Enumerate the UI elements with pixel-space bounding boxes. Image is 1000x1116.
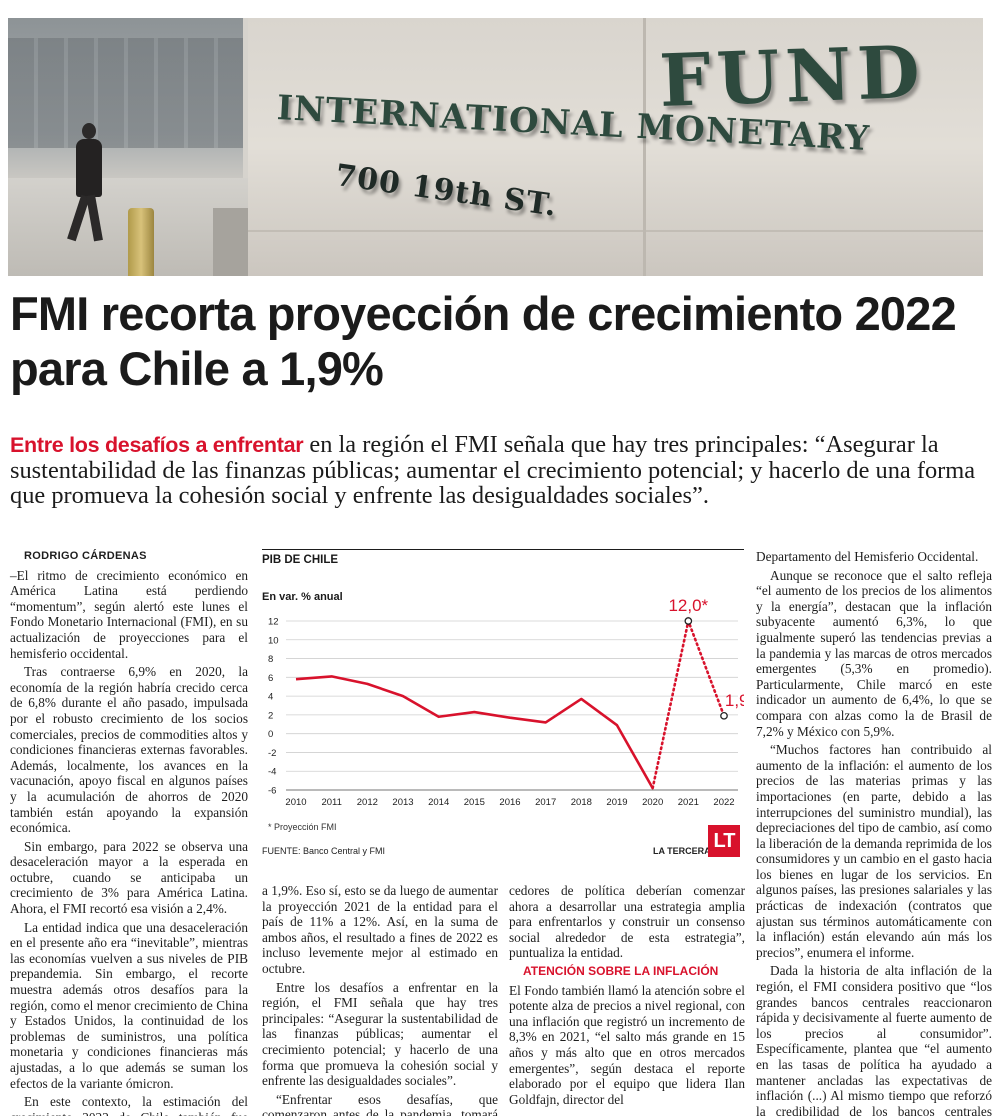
article-column-4: Departamento del Hemisferio Occidental. … <box>756 549 992 1116</box>
chart-source: FUENTE: Banco Central y FMI <box>262 846 386 856</box>
chart-ytick-label: -2 <box>268 748 276 759</box>
chart-plot: -6 -4 -2 0 2 4 6 8 10 12 2010 2011 2012 2013 2014 2015 2… <box>268 596 744 808</box>
chart-data-label: 1,9* <box>725 691 744 710</box>
chart-brand: LA TERCERA <box>653 846 711 856</box>
chart-ytick-label: 2 <box>268 710 273 721</box>
lede-text: en la región el FMI señala que hay tres … <box>10 431 976 509</box>
header-photo: INTERNATIONAL MONETARY FUND 700 19th ST. <box>8 18 983 276</box>
chart-data-point <box>684 617 693 625</box>
chart-series-line <box>295 675 654 789</box>
article-column-3: cedores de política deberían comenzar ah… <box>509 883 745 1110</box>
chart-xtick-label: 2015 <box>464 797 485 808</box>
chart-xtick-label: 2019 <box>606 797 627 808</box>
paragraph: Departamento del Hemisferio Occidental. <box>756 549 979 564</box>
paragraph-text: Dada la historia de alta inflación de la… <box>756 963 992 1116</box>
chart-note: * Proyección FMI <box>268 822 337 832</box>
photo-building-windows <box>8 38 243 148</box>
chart-ytick-label: 8 <box>268 654 273 665</box>
paragraph: “Enfrentar esos desafías, que comenzaron… <box>262 1091 498 1116</box>
chart-title: PIB DE CHILE <box>262 554 339 566</box>
la-tercera-logo: LT <box>708 825 740 857</box>
chart-xtick-label: 2010 <box>285 797 306 808</box>
article-column-2: a 1,9%. Eso sí, esto se da luego de aume… <box>262 883 498 1116</box>
chart-ytick-label: 6 <box>268 673 273 684</box>
photo-sign-line2: FUND <box>658 28 927 123</box>
paragraph: “Muchos factores han contribuido al aume… <box>756 742 992 960</box>
lede-highlight: Entre los desafíos a enfrentar <box>10 433 304 457</box>
chart-xtick-label: 2014 <box>428 797 449 808</box>
paragraph: El Fondo también llamó la atención sobre… <box>509 982 745 1107</box>
chart-xtick-label: 2012 <box>357 797 378 808</box>
chart-data-label: 12,0* <box>668 596 708 615</box>
chart-xtick-label: 2011 <box>321 797 341 808</box>
paragraph: Tras contraerse 6,9% en 2020, la economí… <box>10 664 248 836</box>
paragraph: En este contexto, la estimación del crec… <box>10 1094 248 1116</box>
photo-bollard <box>128 208 154 276</box>
photo-imf-wall <box>248 18 983 276</box>
chart-ytick-label: -6 <box>268 786 276 797</box>
photo-stone-block <box>213 208 253 276</box>
chart-projection-line <box>651 616 726 790</box>
paragraph: Aunque se reconoce que el salto refleja … <box>756 567 992 739</box>
chart-xtick-label: 2017 <box>535 797 556 808</box>
byline: RODRIGO CÁRDENAS <box>24 550 147 562</box>
chart-ytick-label: 12 <box>268 617 279 628</box>
paragraph: a 1,9%. Eso sí, esto se da luego de aume… <box>262 883 498 976</box>
chart-ytick-label: 4 <box>268 692 273 703</box>
paragraph: La entidad indica que una desaceleración… <box>10 919 248 1091</box>
paragraph: Dada la historia de alta inflación de la… <box>756 963 992 1116</box>
section-subhead: ATENCIÓN SOBRE LA INFLACIÓN <box>523 963 719 978</box>
paragraph: Sin embargo, para 2022 se observa una de… <box>10 838 248 917</box>
chart-data-point <box>720 711 728 720</box>
chart-top-rule <box>262 549 744 550</box>
chart-xtick-label: 2018 <box>571 797 592 808</box>
chart-ylabel: En var. % anual <box>262 591 343 603</box>
paragraph: cedores de política deberían comenzar ah… <box>509 883 745 961</box>
chart-ytick-label: 0 <box>268 729 273 740</box>
article-lede: Entre los desafíos a enfrentar en la reg… <box>10 432 990 508</box>
photo-pedestrian <box>67 123 108 243</box>
paragraph: –El ritmo de crecimiento económico en Am… <box>10 567 248 661</box>
chart-ytick-label: 10 <box>268 635 279 646</box>
chart-xtick-label: 2013 <box>392 797 413 808</box>
chart-xtick-label: 2016 <box>499 797 520 808</box>
chart-ytick-label: -4 <box>268 767 276 778</box>
chart-xtick-label: 2022 <box>713 797 734 808</box>
paragraph: Entre los desafíos a enfrentar en la reg… <box>262 979 498 1089</box>
article-column-1: RODRIGO CÁRDENAS –El ritmo de crecimient… <box>10 549 248 1116</box>
gdp-chart: PIB DE CHILE En var. % anual -6 -4 -2 0 2 4 6 8… <box>262 549 744 862</box>
article-headline: FMI recorta proyección de crecimiento 20… <box>10 287 957 395</box>
chart-xtick-label: 2021 <box>678 797 699 808</box>
chart-xtick-label: 2020 <box>642 797 663 808</box>
